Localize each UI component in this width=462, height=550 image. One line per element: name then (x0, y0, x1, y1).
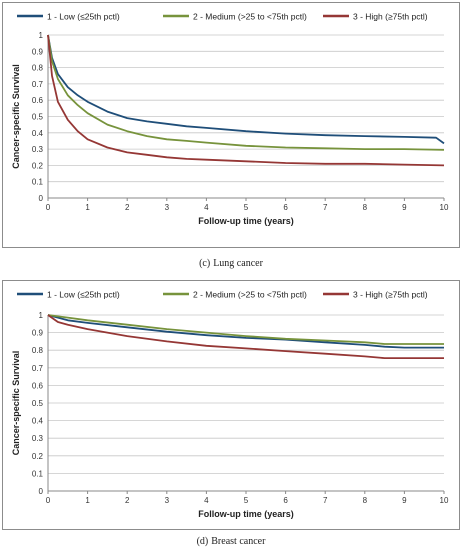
x-tick-label: 2 (125, 203, 130, 212)
y-tick-label: 0 (39, 194, 44, 203)
caption-label: (c) (199, 258, 211, 269)
y-tick-label: 0.9 (32, 329, 44, 338)
y-tick-label: 0.5 (32, 399, 44, 408)
lung-cancer-survival-chart: 00.10.20.30.40.50.60.70.80.910 1 2 3 4 5 6 7 8 9 1… (11, 12, 449, 227)
legend-label-2: 2 - Medium (>25 to <75th pctl) (193, 290, 307, 300)
y-tick-label: 0.7 (32, 80, 44, 89)
x-axis-label: Follow-up time (years) (198, 216, 294, 226)
y-tick-label: 0.8 (32, 346, 44, 355)
x-tick-label: 7 (323, 203, 328, 212)
x-tick-label: 3 (165, 496, 170, 505)
legend-label-1: 1 - Low (≤25th pctl) (47, 290, 120, 300)
x-tick-label: 9 (402, 496, 407, 505)
x-axis-label: Follow-up time (years) (198, 509, 294, 519)
x-tick-label: 8 (363, 203, 368, 212)
y-tick-label: 0.4 (32, 417, 44, 426)
y-tick-label: 0.3 (32, 145, 44, 154)
x-tick-label: 5 (244, 496, 249, 505)
y-tick-label: 0.3 (32, 434, 44, 443)
x-tick-label: 9 (402, 203, 407, 212)
x-tick-label: 10 (440, 203, 449, 212)
series-line-1 (47, 314, 444, 349)
caption-text: Breast cancer (211, 536, 266, 547)
y-tick-label: 0.7 (32, 364, 44, 373)
caption-text: Lung cancer (213, 258, 263, 269)
y-tick-label: 0.6 (32, 381, 44, 390)
x-tick-label: 5 (244, 203, 249, 212)
breast-cancer-caption: (d) Breast cancer (0, 536, 462, 547)
legend-label-2: 2 - Medium (>25 to <75th pctl) (193, 12, 307, 22)
x-tick-label: 0 (46, 203, 51, 212)
y-tick-label: 0.8 (32, 64, 44, 73)
y-tick-label: 0.1 (32, 469, 44, 478)
series-line-2 (47, 314, 444, 345)
series-line-1 (47, 34, 445, 145)
caption-label: (d) (196, 536, 209, 547)
legend-label-3: 3 - High (≥75th pctl) (353, 12, 428, 22)
series-line-3 (47, 34, 445, 167)
y-tick-label: 1 (39, 311, 44, 320)
x-tick-label: 6 (283, 203, 288, 212)
x-tick-label: 3 (165, 203, 170, 212)
x-tick-label: 6 (283, 496, 288, 505)
legend-label-1: 1 - Low (≤25th pctl) (47, 12, 120, 22)
breast-cancer-chart-panel: 0 0.1 0.2 0.3 0.4 0.5 0.6 0.7 0.8 0.9 1 0 1 2 3 4 5 6 7 8 9 1… (2, 280, 460, 530)
x-tick-label: 4 (204, 203, 209, 212)
y-tick-label: 0 (39, 487, 44, 496)
x-tick-label: 2 (125, 496, 130, 505)
breast-cancer-survival-chart: 00.10.20.30.40.50.60.70.80.910 1 2 3 4 5 6 7 8 9 1… (11, 290, 449, 520)
series-line-3 (47, 314, 444, 359)
y-tick-label: 0.2 (32, 452, 44, 461)
lung-cancer-chart-panel: 0 0.1 0.2 0.3 0.4 0.5 0.6 0.7 0.8 0.9 1 0 1 2 3 4 5 6 7 8 9 1… (2, 2, 460, 248)
series-line-2 (47, 34, 445, 151)
y-tick-label: 0.5 (32, 113, 44, 122)
y-tick-label: 0.1 (32, 178, 44, 187)
x-tick-label: 7 (323, 496, 328, 505)
y-axis-label: Cancer-specific Survival (11, 64, 21, 169)
lung-cancer-caption: (c) Lung cancer (0, 258, 462, 269)
x-tick-label: 0 (46, 496, 51, 505)
y-tick-label: 1 (39, 31, 44, 40)
x-tick-label: 4 (204, 496, 209, 505)
y-tick-label: 0.6 (32, 96, 44, 105)
y-axis-label: Cancer-specific Survival (11, 351, 21, 456)
x-tick-label: 1 (85, 496, 90, 505)
x-tick-label: 1 (85, 203, 90, 212)
x-tick-label: 10 (440, 496, 449, 505)
y-tick-label: 0.9 (32, 47, 44, 56)
y-tick-label: 0.2 (32, 161, 44, 170)
y-tick-label: 0.4 (32, 129, 44, 138)
x-tick-label: 8 (363, 496, 368, 505)
legend-label-3: 3 - High (≥75th pctl) (353, 290, 428, 300)
